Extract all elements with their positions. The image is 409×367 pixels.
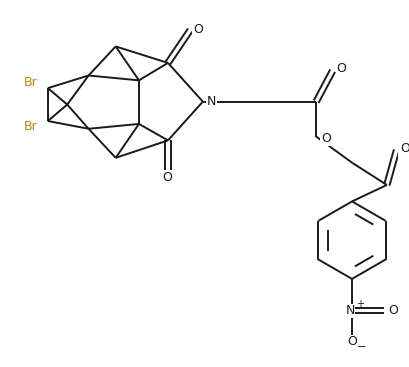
- Text: N: N: [345, 304, 355, 317]
- Text: Br: Br: [24, 76, 37, 89]
- Text: O: O: [337, 62, 346, 75]
- Text: O: O: [347, 335, 357, 348]
- Text: O: O: [321, 132, 331, 145]
- Text: O: O: [162, 171, 172, 184]
- Text: O: O: [388, 304, 398, 317]
- Text: −: −: [357, 342, 366, 352]
- Text: O: O: [400, 142, 409, 155]
- Text: N: N: [207, 95, 216, 108]
- Text: Br: Br: [24, 120, 37, 133]
- Text: O: O: [193, 23, 203, 36]
- Text: +: +: [356, 299, 364, 309]
